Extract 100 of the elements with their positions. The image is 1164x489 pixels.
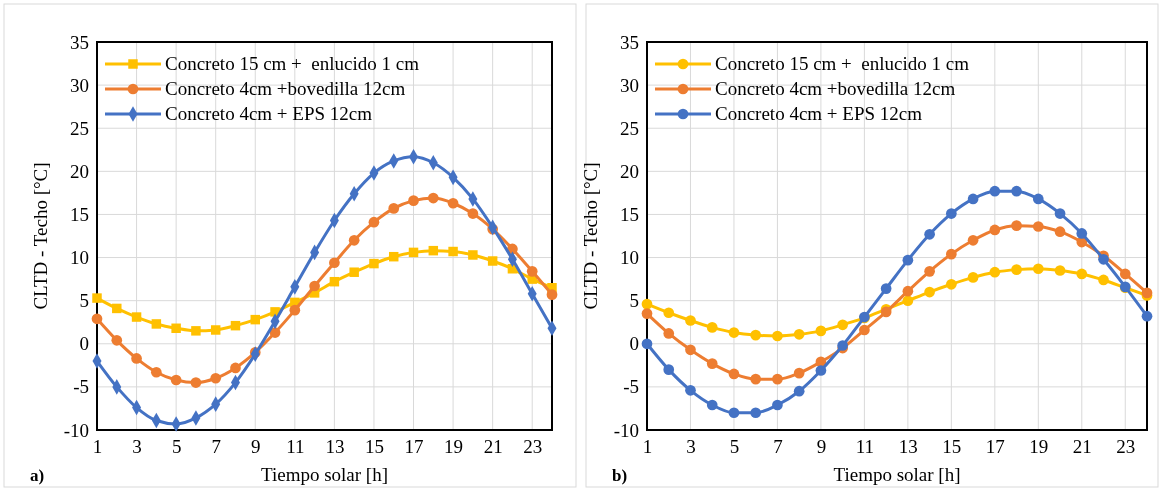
point	[772, 330, 783, 342]
y-tick-label: 30	[70, 74, 89, 96]
y-tick-label: 30	[620, 74, 639, 96]
point	[389, 251, 399, 262]
point	[151, 366, 162, 378]
point	[1054, 265, 1066, 276]
point	[728, 407, 740, 419]
point	[170, 374, 182, 386]
point	[1054, 226, 1066, 238]
point	[1076, 228, 1088, 239]
point	[171, 323, 181, 333]
point	[1141, 310, 1153, 322]
point	[131, 353, 142, 364]
point	[750, 329, 762, 341]
point	[706, 322, 718, 333]
point	[902, 285, 914, 297]
point	[546, 289, 558, 300]
y-tick-label: 5	[79, 290, 89, 312]
point	[663, 328, 675, 339]
point	[428, 245, 439, 256]
y-tick-label: 0	[79, 333, 89, 355]
point	[706, 399, 718, 411]
x-tick-label: 17	[985, 436, 1005, 458]
point	[793, 328, 805, 340]
y-tick-label: 10	[70, 247, 89, 269]
point	[728, 327, 740, 338]
point	[967, 272, 979, 283]
point	[772, 399, 783, 411]
point	[685, 385, 696, 396]
y-tick-label: 0	[629, 333, 639, 355]
point	[641, 298, 653, 310]
y-tick-label: 10	[620, 247, 639, 269]
point	[91, 313, 103, 325]
point	[112, 303, 122, 314]
legend-label: Concreto 15 cm + enlucido 1 cm	[715, 53, 970, 74]
point	[349, 267, 359, 277]
point	[190, 377, 202, 388]
point	[230, 362, 241, 374]
point	[1119, 268, 1131, 280]
point	[250, 314, 260, 325]
point	[230, 320, 241, 331]
point	[793, 367, 805, 379]
point	[309, 280, 320, 292]
legend-label: Concreto 4cm +bovedilla 12cm	[715, 78, 956, 99]
point	[685, 344, 696, 356]
point	[269, 327, 281, 338]
point	[750, 407, 762, 419]
y-tick-label: 25	[70, 117, 89, 139]
y-tick-label: 35	[70, 31, 89, 53]
point	[902, 295, 914, 307]
y-tick-label: -10	[63, 419, 89, 441]
point	[815, 325, 827, 337]
point	[837, 319, 848, 331]
point	[151, 319, 162, 329]
point	[131, 312, 142, 322]
point	[989, 266, 1001, 278]
point	[706, 358, 718, 369]
legend-label: Concreto 4cm + EPS 12cm	[715, 103, 923, 124]
point	[1011, 220, 1022, 231]
point	[902, 254, 914, 266]
point	[348, 234, 360, 246]
y-tick-label: 35	[620, 31, 639, 53]
point	[289, 304, 301, 316]
point	[1032, 263, 1044, 275]
point	[641, 338, 653, 350]
y-tick-label: 20	[620, 160, 639, 182]
point	[191, 326, 201, 336]
point	[368, 216, 380, 228]
y-tick-label: 20	[70, 160, 89, 182]
point	[1054, 208, 1066, 219]
point	[1098, 274, 1109, 286]
x-tick-label: 19	[1029, 436, 1049, 458]
point	[111, 334, 123, 346]
legend-label: Concreto 4cm + EPS 12cm	[165, 103, 373, 124]
point	[989, 185, 1001, 197]
point	[487, 256, 498, 266]
point	[388, 203, 400, 214]
x-tick-label: 19	[444, 436, 464, 458]
point	[685, 315, 696, 326]
x-axis-title: Tiempo solar [h]	[260, 464, 389, 485]
point	[92, 293, 102, 303]
y-tick-label: -10	[613, 419, 639, 441]
point	[772, 373, 783, 385]
point	[1032, 193, 1044, 205]
point	[210, 372, 222, 384]
point	[946, 208, 957, 219]
point	[924, 286, 935, 298]
y-axis-title: CLTD - Techo [°C]	[30, 162, 51, 310]
point	[1011, 264, 1022, 275]
point	[447, 197, 459, 209]
point	[880, 283, 892, 294]
point	[946, 248, 957, 260]
point	[1011, 185, 1022, 197]
x-tick-label: 13	[325, 436, 345, 458]
text: b)	[612, 466, 628, 485]
text: a)	[30, 466, 45, 485]
point	[468, 250, 478, 260]
point	[728, 368, 740, 380]
x-tick-label: 5	[729, 436, 740, 458]
x-tick-label: 1	[92, 436, 103, 458]
